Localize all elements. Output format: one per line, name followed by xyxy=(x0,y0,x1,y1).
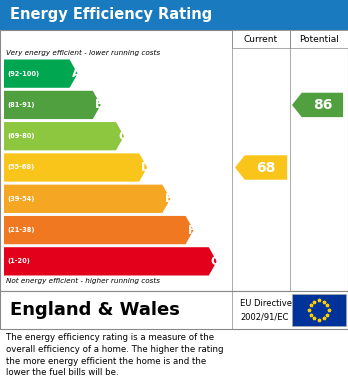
Polygon shape xyxy=(4,216,193,244)
Polygon shape xyxy=(4,153,147,182)
Text: Potential: Potential xyxy=(299,34,339,43)
Bar xyxy=(292,294,346,326)
Text: (81-91): (81-91) xyxy=(7,102,34,108)
Bar xyxy=(232,30,290,48)
Polygon shape xyxy=(292,93,343,117)
Text: A: A xyxy=(72,67,81,80)
Text: Not energy efficient - higher running costs: Not energy efficient - higher running co… xyxy=(6,278,160,284)
Text: E: E xyxy=(164,192,172,205)
Bar xyxy=(0,0,348,30)
Text: (1-20): (1-20) xyxy=(7,258,30,264)
Text: (39-54): (39-54) xyxy=(7,196,34,202)
Bar xyxy=(0,291,348,329)
Text: Very energy efficient - lower running costs: Very energy efficient - lower running co… xyxy=(6,50,160,56)
Bar xyxy=(0,30,348,291)
Polygon shape xyxy=(4,122,124,151)
Polygon shape xyxy=(235,155,287,180)
Text: (21-38): (21-38) xyxy=(7,227,34,233)
Text: (92-100): (92-100) xyxy=(7,71,39,77)
Text: Energy Efficiency Rating: Energy Efficiency Rating xyxy=(10,7,212,23)
Text: 2002/91/EC: 2002/91/EC xyxy=(240,312,288,321)
Polygon shape xyxy=(4,247,217,276)
Text: C: C xyxy=(118,130,127,143)
Text: EU Directive: EU Directive xyxy=(240,299,292,308)
Text: (55-68): (55-68) xyxy=(7,165,34,170)
Polygon shape xyxy=(4,91,101,119)
Polygon shape xyxy=(4,59,78,88)
Polygon shape xyxy=(4,185,171,213)
Text: G: G xyxy=(211,255,221,268)
Text: B: B xyxy=(95,99,104,111)
Text: 68: 68 xyxy=(256,160,276,174)
Bar xyxy=(290,30,348,48)
Text: The energy efficiency rating is a measure of the
overall efficiency of a home. T: The energy efficiency rating is a measur… xyxy=(6,333,223,377)
Text: (69-80): (69-80) xyxy=(7,133,34,139)
Text: F: F xyxy=(188,224,196,237)
Text: 86: 86 xyxy=(313,98,332,112)
Text: D: D xyxy=(141,161,151,174)
Text: Current: Current xyxy=(244,34,278,43)
Text: England & Wales: England & Wales xyxy=(10,301,180,319)
